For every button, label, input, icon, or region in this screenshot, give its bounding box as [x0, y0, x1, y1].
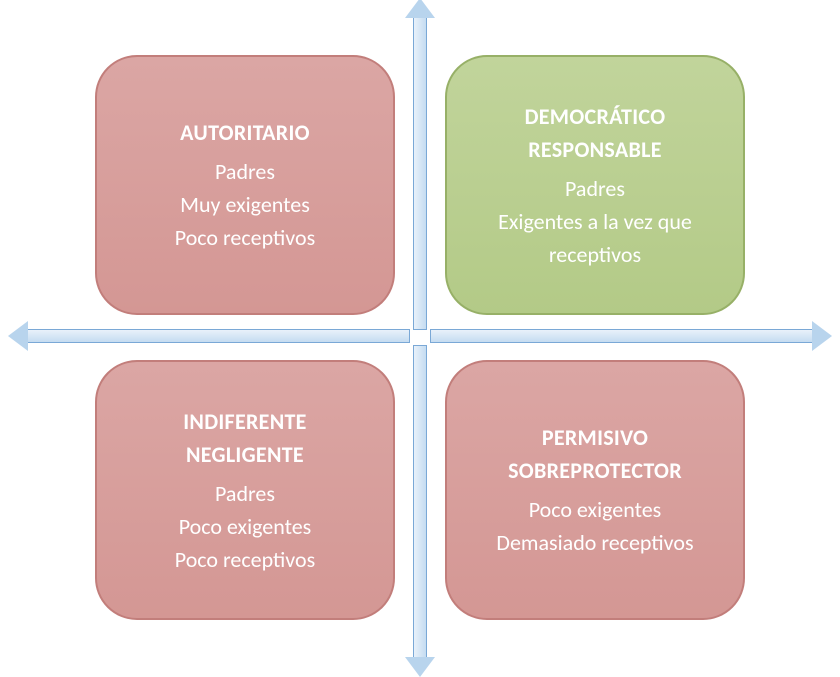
quadrant-autoritario: AUTORITARIO Padres Muy exigentes Poco re…	[95, 55, 395, 315]
arrowhead-up-icon	[405, 0, 435, 18]
quadrant-diagram: AUTORITARIO Padres Muy exigentes Poco re…	[0, 0, 840, 675]
arrowhead-right-icon	[812, 321, 832, 351]
quadrant-title: PERMISIVO SOBREPROTECTOR	[508, 421, 682, 487]
title-line-1: PERMISIVO	[508, 421, 682, 454]
quadrant-title: INDIFERENTE NEGLIGENTE	[183, 405, 306, 471]
quadrant-title: DEMOCRÁTICO RESPONSABLE	[525, 100, 666, 166]
title-line-2: RESPONSABLE	[525, 133, 666, 166]
quadrant-line: Poco receptivos	[175, 543, 315, 576]
quadrant-line: Muy exigentes	[180, 188, 310, 221]
quadrant-line: Poco exigentes	[179, 510, 312, 543]
quadrant-line: Padres	[215, 155, 275, 188]
axis-horizontal-right	[430, 329, 815, 343]
quadrant-democratico: DEMOCRÁTICO RESPONSABLE Padres Exigentes…	[445, 55, 745, 315]
quadrant-title: AUTORITARIO	[180, 116, 310, 149]
arrowhead-down-icon	[405, 657, 435, 677]
axis-horizontal-left	[25, 329, 410, 343]
axis-vertical-top	[413, 10, 427, 330]
title-line-1: DEMOCRÁTICO	[525, 100, 666, 133]
quadrant-line: Exigentes a la vez que receptivos	[467, 205, 723, 271]
quadrant-indiferente: INDIFERENTE NEGLIGENTE Padres Poco exige…	[95, 360, 395, 620]
quadrant-line: Padres	[565, 172, 625, 205]
quadrant-line: Padres	[215, 477, 275, 510]
quadrant-line: Poco exigentes	[529, 493, 662, 526]
axis-vertical-bottom	[413, 345, 427, 665]
title-line-2: NEGLIGENTE	[183, 438, 306, 471]
title-line-2: SOBREPROTECTOR	[508, 454, 682, 487]
title-line-1: INDIFERENTE	[183, 405, 306, 438]
arrowhead-left-icon	[8, 321, 28, 351]
quadrant-line: Demasiado receptivos	[496, 526, 693, 559]
quadrant-permisivo: PERMISIVO SOBREPROTECTOR Poco exigentes …	[445, 360, 745, 620]
quadrant-line: Poco receptivos	[175, 221, 315, 254]
title-line-1: AUTORITARIO	[180, 116, 310, 149]
